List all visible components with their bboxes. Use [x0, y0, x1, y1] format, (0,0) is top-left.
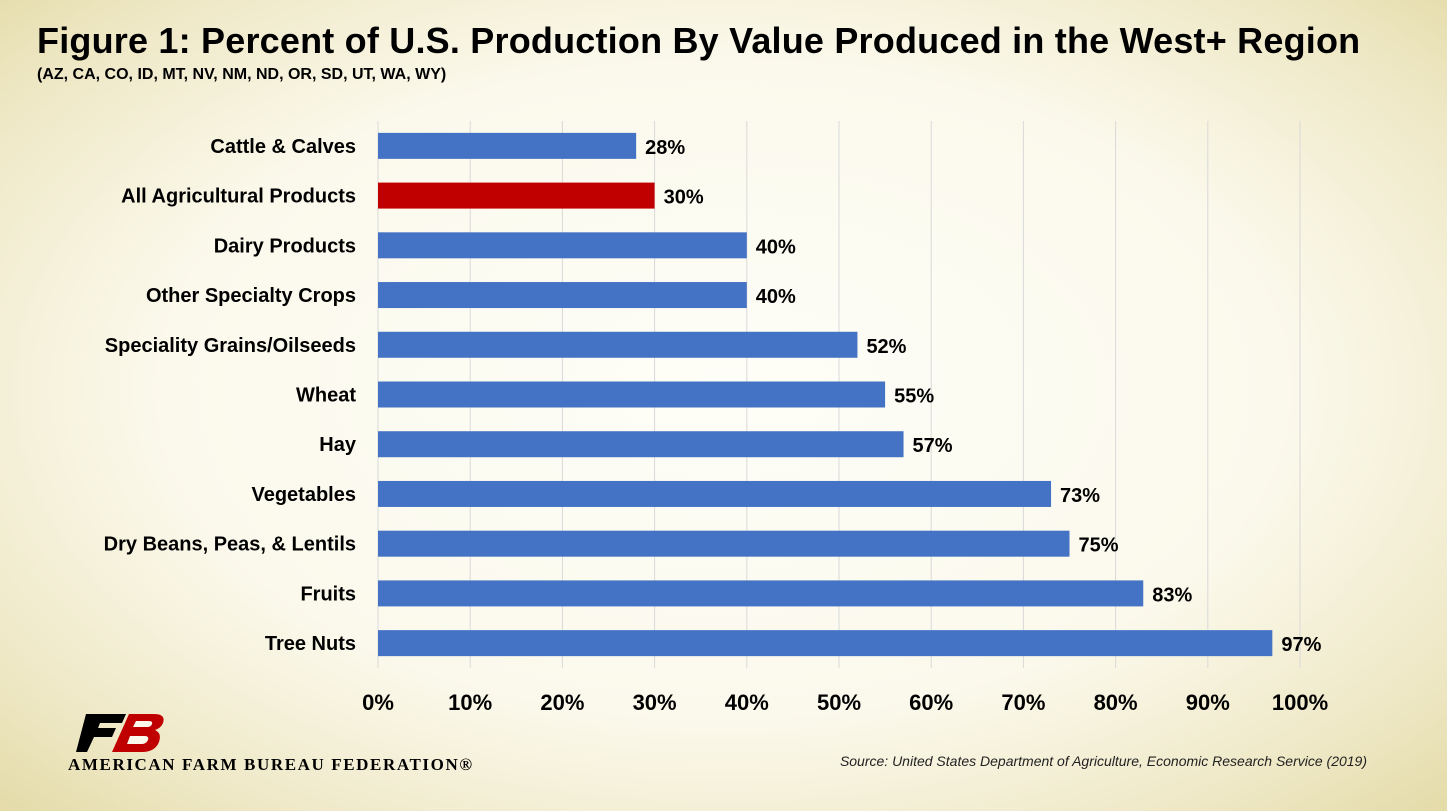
bar — [378, 232, 747, 259]
data-label: 57% — [913, 435, 953, 457]
bar — [378, 431, 904, 458]
data-label: 40% — [756, 236, 796, 258]
category-label: Tree Nuts — [265, 633, 356, 655]
category-label: Vegetables — [251, 484, 356, 506]
data-label: 75% — [1079, 535, 1119, 557]
category-label: Dairy Products — [214, 235, 356, 257]
afbf-logo-icon — [76, 714, 164, 752]
chart-subtitle: (AZ, CA, CO, ID, MT, NV, NM, ND, OR, SD,… — [37, 66, 447, 83]
data-label: 28% — [645, 137, 685, 159]
data-label: 73% — [1060, 485, 1100, 507]
bar — [378, 480, 1052, 507]
organization-name: AMERICAN FARM BUREAU FEDERATION® — [68, 755, 474, 774]
bar — [378, 182, 655, 209]
bar — [378, 530, 1070, 557]
category-label: Dry Beans, Peas, & Lentils — [104, 534, 356, 556]
source-note: Source: United States Department of Agri… — [839, 753, 1367, 769]
bar — [378, 282, 747, 309]
x-tick-label: 40% — [725, 690, 769, 715]
x-tick-label: 30% — [633, 690, 677, 715]
x-tick-label: 100% — [1272, 690, 1328, 715]
x-tick-label: 90% — [1186, 690, 1230, 715]
data-label: 55% — [894, 386, 934, 408]
bar — [378, 132, 637, 159]
x-tick-label: 50% — [817, 690, 861, 715]
category-label: Cattle & Calves — [210, 136, 356, 158]
bar — [378, 381, 886, 408]
x-axis-ticks: 0% 10% 20% 30% 40% 50% 60% 70% 80% 90% 100% — [362, 690, 1328, 715]
data-label: 83% — [1152, 584, 1192, 606]
category-label: All Agricultural Products — [121, 186, 356, 208]
x-tick-label: 70% — [1001, 690, 1045, 715]
category-label: Speciality Grains/Oilseeds — [105, 335, 356, 357]
category-label: Hay — [319, 434, 357, 456]
data-label: 52% — [866, 336, 906, 358]
x-tick-label: 0% — [362, 690, 394, 715]
x-tick-label: 60% — [909, 690, 953, 715]
x-tick-label: 10% — [448, 690, 492, 715]
bars — [378, 132, 1273, 657]
data-labels: 28% 30% 40% 40% 52% 55% 57% 73% 75% 83% 97% — [645, 137, 1321, 656]
x-tick-label: 80% — [1094, 690, 1138, 715]
bar — [378, 630, 1273, 657]
category-label: Fruits — [300, 583, 356, 605]
data-label: 40% — [756, 286, 796, 308]
bar — [378, 331, 858, 358]
data-label: 97% — [1281, 634, 1321, 656]
bar — [378, 580, 1144, 607]
x-tick-label: 20% — [540, 690, 584, 715]
chart-title: Figure 1: Percent of U.S. Production By … — [37, 20, 1361, 61]
category-label: Wheat — [296, 385, 356, 407]
category-labels: Cattle & Calves All Agricultural Products… — [104, 136, 357, 655]
data-label: 30% — [664, 187, 704, 209]
category-label: Other Specialty Crops — [146, 285, 356, 307]
